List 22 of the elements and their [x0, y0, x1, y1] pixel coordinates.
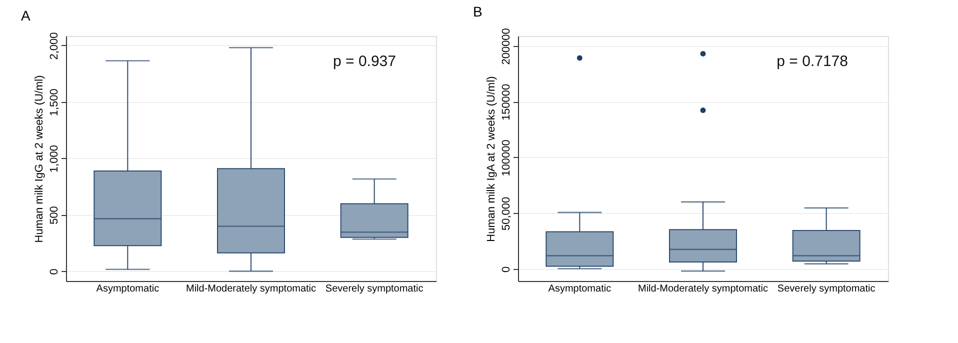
y-tick-label: 100000 [500, 140, 512, 176]
y-tick-label: 1,000 [48, 145, 60, 173]
y-tick-label: 2,000 [48, 32, 60, 60]
x-tick-label: Severely symptomatic [325, 284, 424, 294]
y-tick-label: 1,500 [48, 88, 60, 116]
x-tick-label: Mild-Moderately symptomatic [186, 284, 316, 294]
annotation: p = 0.7178 [776, 53, 848, 70]
x-tick-label: Asymptomatic [548, 284, 612, 294]
y-axis-title: Human milk IgA at 2 weeks (U/ml) [486, 76, 498, 242]
x-tick-label: Asymptomatic [96, 284, 160, 294]
y-tick-label: 200000 [500, 28, 512, 65]
y-tick-label: 0 [48, 268, 60, 275]
y-tick-label: 0 [500, 266, 512, 273]
y-tick-label: 150000 [500, 84, 512, 121]
y-tick-label: 50,000 [500, 196, 512, 231]
y-axis-title: Human milk IgG at 2 weeks (U/ml) [34, 75, 46, 243]
x-tick-label: Severely symptomatic [777, 284, 876, 294]
chart-title: A [21, 8, 31, 24]
x-tick-label: Mild-Moderately symptomatic [638, 284, 768, 294]
y-tick-label: 500 [48, 206, 60, 224]
chart-title: B [473, 4, 482, 20]
annotation: p = 0.937 [333, 53, 396, 70]
